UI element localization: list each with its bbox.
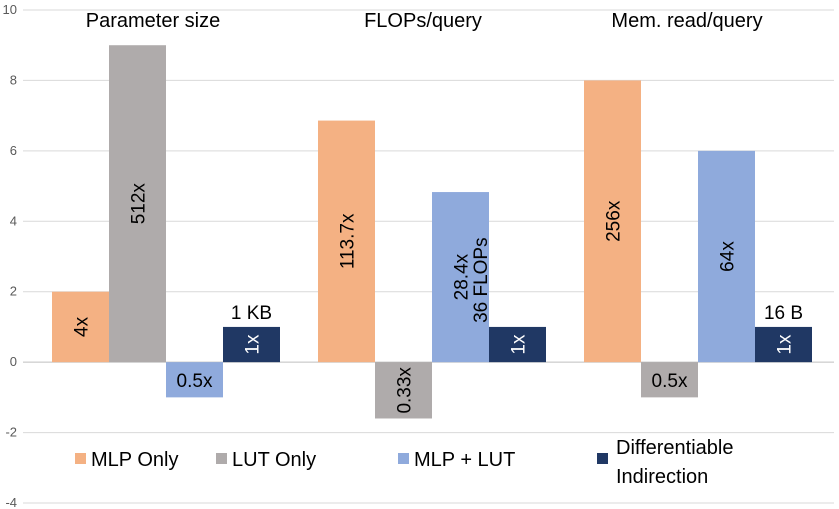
data-label: 0.5x bbox=[177, 371, 213, 392]
bar bbox=[375, 362, 432, 419]
legend-label: Indirection bbox=[616, 466, 708, 488]
legend-label: Differentiable bbox=[616, 437, 733, 459]
data-label: 0.33x bbox=[395, 367, 416, 414]
y-tick-label: 4 bbox=[10, 213, 17, 228]
data-label-extra: 36 FLOPs bbox=[471, 237, 492, 323]
y-tick-label: 0 bbox=[10, 354, 17, 369]
y-tick-label: 8 bbox=[10, 72, 17, 87]
category-label: Mem. read/query bbox=[611, 10, 762, 32]
legend-swatch bbox=[398, 453, 409, 464]
data-label: 0.5x bbox=[652, 371, 688, 392]
category-label: FLOPs/query bbox=[364, 10, 482, 32]
legend-label: LUT Only bbox=[232, 449, 316, 471]
bar bbox=[698, 150, 755, 363]
data-label: 512x bbox=[129, 183, 150, 225]
legend-swatch bbox=[75, 453, 86, 464]
group-titles: Parameter size FLOPs/query Mem. read/query bbox=[86, 10, 763, 32]
data-label: 1x bbox=[775, 334, 796, 355]
y-axis-tick-labels: -4 -2 0 2 4 6 8 10 bbox=[3, 2, 17, 509]
y-tick-label: -2 bbox=[5, 425, 17, 440]
legend-label: MLP + LUT bbox=[414, 449, 515, 471]
y-tick-label: -4 bbox=[5, 495, 17, 509]
data-label: 28.4x bbox=[452, 253, 473, 300]
bar bbox=[432, 192, 489, 363]
bar bbox=[109, 45, 166, 363]
bar bbox=[641, 362, 698, 398]
data-label: 1x bbox=[509, 334, 530, 355]
bar bbox=[584, 80, 641, 363]
bar bbox=[755, 326, 812, 363]
data-label-extra: 1 KB bbox=[231, 303, 272, 324]
data-label: 113.7x bbox=[338, 213, 359, 269]
data-label-extra: 16 B bbox=[764, 303, 803, 324]
bars bbox=[52, 45, 812, 419]
data-label: 64x bbox=[718, 241, 739, 272]
data-label: 256x bbox=[604, 200, 625, 242]
data-label: 1x bbox=[243, 334, 264, 355]
bar bbox=[489, 326, 546, 363]
data-labels: 4x 512x 0.5x 1x 1 KB 113.7x 0.33x 28.4x 1x 36 FLO… bbox=[72, 183, 804, 414]
y-tick-label: 2 bbox=[10, 284, 17, 299]
category-label: Parameter size bbox=[86, 10, 221, 32]
legend: MLP Only LUT Only MLP + LUT Differentiable I… bbox=[75, 437, 733, 488]
legend-label: MLP Only bbox=[91, 449, 178, 471]
bar bbox=[223, 326, 280, 363]
bar bbox=[318, 120, 375, 363]
bar bbox=[166, 362, 223, 398]
bar bbox=[52, 291, 109, 363]
legend-swatch bbox=[597, 453, 608, 464]
y-tick-label: 10 bbox=[3, 2, 17, 17]
y-tick-label: 6 bbox=[10, 143, 17, 158]
data-label: 4x bbox=[72, 316, 93, 337]
legend-swatch bbox=[216, 453, 227, 464]
